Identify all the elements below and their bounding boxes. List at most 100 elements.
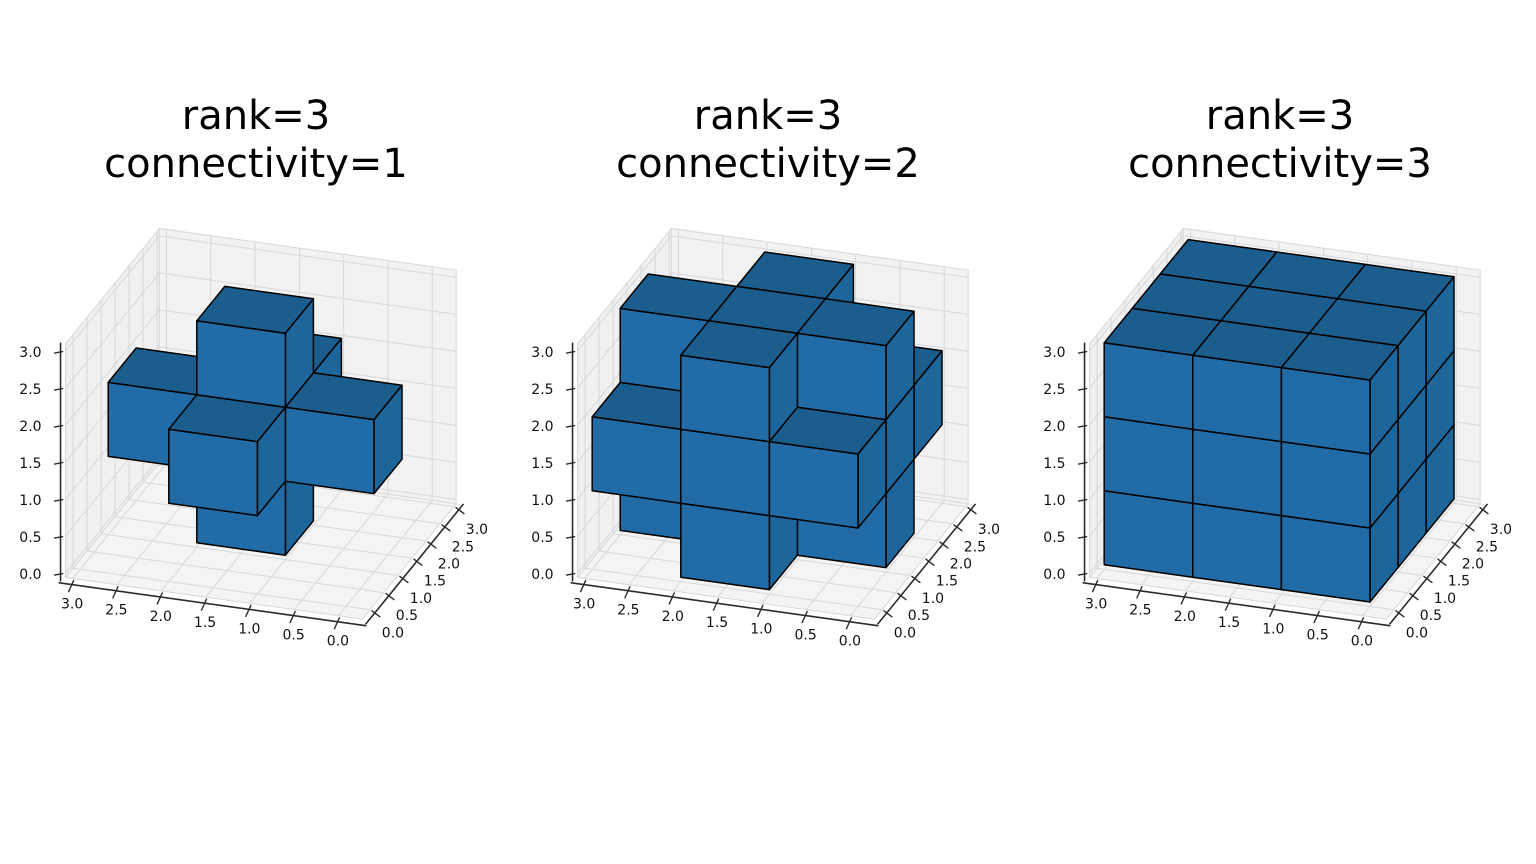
voxel-face [1192,502,1283,591]
x-tick [845,617,853,630]
z-tick [565,498,576,502]
z-tick-label: 2.0 [531,419,553,435]
grid-line [1089,235,1184,352]
y-tick [897,592,907,601]
z-tick-label: 2.5 [1043,382,1065,398]
x-tick-label: 2.0 [662,609,684,625]
voxel-face [1280,366,1371,455]
voxel-face [196,320,287,408]
y-tick [967,506,977,515]
z-tick-label: 0.0 [531,567,553,583]
z-tick [53,350,64,354]
subplot-connectivity-1: 3.0 0.0 0.0 2.5 0.5 0.5 2.0 1.0 1.0 1.5 1.5 1.5 1.0 2… [0,0,512,864]
x-tick-label: 0.0 [327,634,349,650]
z-tick [1077,498,1088,502]
z-tick-label: 2.0 [1043,419,1065,435]
x-tick [200,598,208,611]
voxel-face [1280,514,1371,603]
y-tick-label: 0.0 [382,625,404,641]
z-tick [1077,350,1088,354]
x-tick-label: 2.0 [150,609,172,625]
x-tick-label: 1.5 [706,615,728,631]
grid-line [338,500,433,617]
y-tick-label: 1.0 [922,591,944,607]
x-tick-label: 0.5 [283,628,305,644]
z-tick [53,572,64,576]
x-tick-label: 3.0 [1085,597,1107,613]
z-tick [565,461,576,465]
voxel-axes-connectivity-3: 3.00.00.02.5 0.50.52.01.01.01.51.51.51.02… [1043,227,1512,650]
grid-line [65,235,160,352]
grid-line [249,487,345,604]
y-tick-label: 1.5 [1448,574,1470,590]
y-tick [427,541,437,549]
z-tick [1077,535,1088,539]
y-tick-label: 2.5 [1476,539,1498,555]
x-axis-line [570,581,879,627]
voxel-face [1192,354,1283,443]
x-tick-label: 1.0 [1262,621,1284,637]
z-tick [565,350,576,354]
z-tick [565,572,576,576]
subplot-connectivity-3: 3.0 0.0 0.0 2.5 0.5 0.5 2.0 1.0 1.0 1.5 1.5 1.5 1.0 2… [1024,0,1536,864]
x-tick [245,604,252,618]
z-tick [565,387,576,391]
voxel-face [284,406,375,495]
z-tick-label: 2.0 [19,419,41,435]
grid-line [65,457,160,574]
x-tick-label: 3.0 [61,597,83,613]
z-tick-label: 1.5 [1043,456,1065,472]
x-tick-label: 1.5 [194,615,216,631]
z-tick-label: 3.0 [531,345,553,361]
voxel-face [1280,332,1399,381]
y-tick-label: 0.5 [908,608,930,624]
y-tick [1465,524,1475,532]
x-tick [1313,610,1320,624]
z-tick [565,424,576,428]
voxel-face [1103,416,1194,504]
y-tick-label: 1.5 [424,574,446,590]
x-tick [333,617,341,630]
y-tick [1423,575,1433,584]
y-tick-label: 2.5 [452,539,474,555]
z-tick-label: 1.5 [531,456,553,472]
grid-line [1183,235,1481,278]
z-tick-label: 1.0 [531,493,553,509]
y-tick-label: 2.0 [950,556,972,572]
z-tick [1077,387,1088,391]
z-tick-label: 2.5 [531,382,553,398]
z-tick-label: 1.0 [1043,493,1065,509]
voxel-axes-connectivity-2: 3.00.00.02.5 0.50.52.01.01.01.51.51.51.02… [531,227,1000,650]
x-axis-line [58,581,367,627]
x-tick-label: 1.0 [238,621,260,637]
y-tick [371,610,381,618]
x-tick-label: 0.0 [839,634,861,650]
y-tick-label: 2.0 [1462,556,1484,572]
x-tick-label: 0.5 [1307,628,1329,644]
y-axis-line [877,503,976,625]
y-tick [925,558,935,566]
grid-line [1362,500,1457,617]
z-tick-label: 3.0 [1043,345,1065,361]
z-tick [1077,461,1088,465]
x-tick [1136,586,1143,599]
z-tick-label: 1.5 [19,456,41,472]
z-tick-label: 0.5 [1043,530,1065,546]
z-tick [1077,424,1088,428]
z-tick [53,424,64,428]
x-tick [1180,592,1187,605]
voxel-face [1103,490,1194,578]
grid-line [850,500,945,617]
grid-line [293,493,389,610]
voxel-face [1103,342,1194,430]
x-tick [579,579,587,593]
voxel-face [796,332,887,421]
x-tick [289,610,296,624]
grid-line [577,235,672,352]
subplot-title: rank=3 connectivity=1 [104,93,408,187]
x-tick-label: 2.0 [1174,609,1196,625]
x-tick [801,610,808,624]
y-tick [953,524,963,532]
z-tick-label: 0.5 [19,530,41,546]
